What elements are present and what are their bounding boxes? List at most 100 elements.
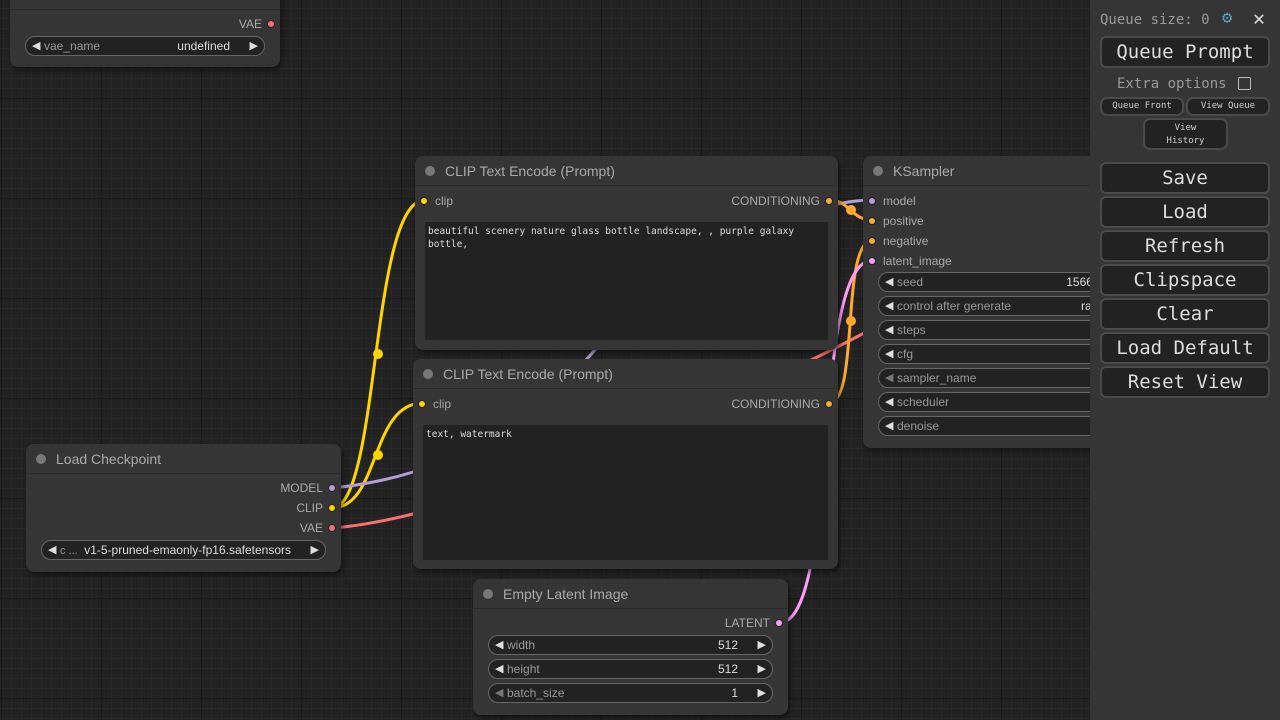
node-title[interactable]: CLIP Text Encode (Prompt)	[415, 156, 838, 186]
arrow-left-icon[interactable]: ◀	[495, 639, 504, 651]
clip-pin[interactable]	[328, 504, 336, 512]
prompt-textarea[interactable]: text, watermark	[423, 425, 828, 560]
collapse-dot[interactable]	[36, 454, 46, 464]
reset-view-button[interactable]: Reset View	[1100, 366, 1270, 398]
clip-pin[interactable]	[418, 400, 426, 408]
arrow-left-icon[interactable]: ◀	[885, 300, 894, 312]
widget-label: denoise	[897, 419, 940, 433]
clipspace-button[interactable]: Clipspace	[1100, 264, 1270, 296]
vae-pin[interactable]	[267, 20, 275, 28]
output-vae[interactable]: VAE	[300, 521, 341, 535]
slot-label: CONDITIONING	[731, 194, 820, 208]
input-model[interactable]: model	[863, 194, 916, 208]
input-clip[interactable]: clip	[413, 397, 451, 411]
arrow-left-icon[interactable]: ◀	[32, 40, 41, 52]
clip-text-encode-positive-node[interactable]: CLIP Text Encode (Prompt) clip CONDITION…	[415, 156, 838, 350]
slot-label: positive	[883, 214, 924, 228]
node-title[interactable]: Empty Latent Image	[473, 579, 788, 609]
refresh-button[interactable]: Refresh	[1100, 230, 1270, 262]
positive-pin[interactable]	[868, 217, 876, 225]
node-title[interactable]: CLIP Text Encode (Prompt)	[413, 359, 838, 389]
arrow-right-icon[interactable]: ▶	[757, 639, 766, 651]
arrow-left-icon[interactable]: ◀	[885, 324, 894, 336]
gear-icon[interactable]: ⚙	[1222, 8, 1233, 28]
clip-text-encode-negative-node[interactable]: CLIP Text Encode (Prompt) clip CONDITION…	[413, 359, 838, 569]
arrow-left-icon[interactable]: ◀	[495, 663, 504, 675]
title-text: CLIP Text Encode (Prompt)	[443, 366, 613, 382]
empty-latent-image-node[interactable]: Empty Latent Image LATENT ◀ width 512 ▶ ◀ he…	[473, 579, 788, 715]
arrow-right-icon[interactable]: ▶	[249, 40, 258, 52]
title-text: Empty Latent Image	[503, 586, 629, 602]
title-text: Load Checkpoint	[56, 451, 162, 467]
output-clip[interactable]: CLIP	[296, 501, 341, 515]
batch-size-widget[interactable]: ◀ batch_size 1 ▶	[488, 683, 773, 703]
output-vae[interactable]: VAE	[160, 17, 280, 31]
input-negative[interactable]: negative	[863, 234, 928, 248]
widget-label: vae_name	[44, 39, 101, 53]
input-latent-image[interactable]: latent_image	[863, 254, 952, 268]
latent-pin[interactable]	[775, 619, 783, 627]
arrow-right-icon[interactable]: ▶	[757, 663, 766, 675]
input-positive[interactable]: positive	[863, 214, 924, 228]
arrow-left-icon[interactable]: ◀	[885, 396, 894, 408]
slot-label: clip	[433, 397, 452, 411]
extra-options-checkbox[interactable]	[1238, 77, 1251, 90]
title-text: KSampler	[893, 163, 955, 179]
arrow-left-icon[interactable]: ◀	[885, 276, 894, 288]
collapse-dot[interactable]	[425, 166, 435, 176]
link-midpoint[interactable]	[373, 450, 383, 460]
negative-pin[interactable]	[868, 237, 876, 245]
widget-value: v1-5-pruned-emaonly-fp16.safetensors	[84, 543, 291, 557]
clear-button[interactable]: Clear	[1100, 298, 1270, 330]
vae-pin[interactable]	[328, 524, 336, 532]
queue-front-button[interactable]: Queue Front	[1100, 97, 1184, 116]
output-model[interactable]: MODEL	[280, 481, 341, 495]
output-conditioning[interactable]: CONDITIONING	[731, 194, 838, 208]
close-icon[interactable]: ✕	[1253, 6, 1266, 30]
view-queue-button[interactable]: View Queue	[1186, 97, 1270, 116]
node-title	[10, 0, 280, 10]
extra-options-label: Extra options	[1117, 76, 1227, 92]
save-button[interactable]: Save	[1100, 162, 1270, 194]
clip-pin[interactable]	[420, 197, 428, 205]
model-pin[interactable]	[868, 197, 876, 205]
link-midpoint[interactable]	[846, 205, 856, 215]
arrow-right-icon[interactable]: ▶	[310, 544, 319, 556]
widget-label: c ...	[60, 545, 78, 557]
ckpt-name-widget[interactable]: ◀ c ... v1-5-pruned-emaonly-fp16.safetenso…	[41, 540, 326, 560]
slot-label: clip	[435, 194, 454, 208]
vae-name-widget[interactable]: ◀ vae_name undefined ▶	[25, 36, 265, 56]
model-pin[interactable]	[328, 484, 336, 492]
arrow-left-icon[interactable]: ◀	[495, 687, 504, 699]
latent-pin[interactable]	[868, 257, 876, 265]
vae-loader-node[interactable]: VAE ◀ vae_name undefined ▶	[10, 0, 280, 67]
output-conditioning[interactable]: CONDITIONING	[731, 397, 838, 411]
height-widget[interactable]: ◀ height 512 ▶	[488, 659, 773, 679]
output-latent[interactable]: LATENT	[725, 616, 788, 630]
view-history-button[interactable]: View History	[1143, 118, 1228, 150]
widget-label: control after generate	[897, 299, 1012, 313]
widget-label: batch_size	[507, 686, 565, 700]
width-widget[interactable]: ◀ width 512 ▶	[488, 635, 773, 655]
collapse-dot[interactable]	[873, 166, 883, 176]
arrow-left-icon[interactable]: ◀	[885, 348, 894, 360]
prompt-textarea[interactable]: beautiful scenery nature glass bottle la…	[425, 222, 828, 340]
widget-label: steps	[897, 323, 926, 337]
collapse-dot[interactable]	[423, 369, 433, 379]
queue-prompt-button[interactable]: Queue Prompt	[1100, 36, 1270, 68]
input-clip[interactable]: clip	[415, 194, 453, 208]
slot-label: negative	[883, 234, 929, 248]
arrow-left-icon[interactable]: ◀	[885, 420, 894, 432]
conditioning-pin[interactable]	[825, 197, 833, 205]
arrow-left-icon[interactable]: ◀	[885, 372, 894, 384]
node-title[interactable]: Load Checkpoint	[26, 444, 341, 474]
load-checkpoint-node[interactable]: Load Checkpoint MODEL CLIP VAE ◀ c ... v1-…	[26, 444, 341, 572]
load-button[interactable]: Load	[1100, 196, 1270, 228]
arrow-right-icon[interactable]: ▶	[757, 687, 766, 699]
arrow-left-icon[interactable]: ◀	[48, 544, 57, 556]
link-midpoint[interactable]	[373, 349, 383, 359]
conditioning-pin[interactable]	[825, 400, 833, 408]
load-default-button[interactable]: Load Default	[1100, 332, 1270, 364]
link-midpoint[interactable]	[846, 316, 856, 326]
collapse-dot[interactable]	[483, 589, 493, 599]
